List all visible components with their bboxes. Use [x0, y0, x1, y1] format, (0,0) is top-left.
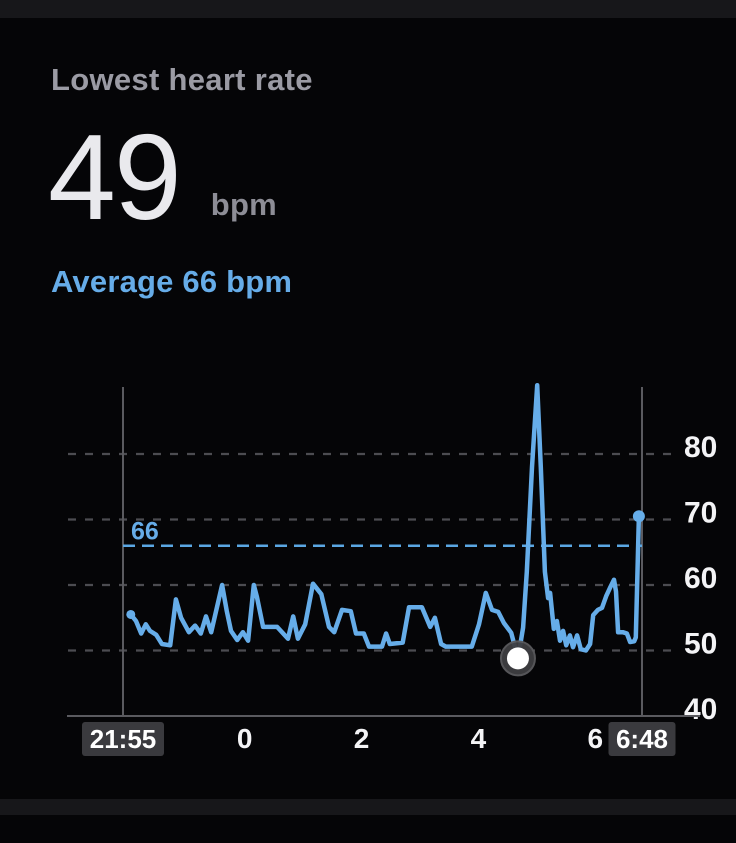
x-tick-label-4: 4	[471, 723, 487, 754]
y-tick-label-40: 40	[684, 693, 717, 726]
start-time-chip: 21:55	[82, 722, 164, 756]
time-chip-bg	[608, 722, 676, 756]
lowest-point-core	[506, 647, 529, 670]
time-chip-bg	[82, 722, 164, 756]
page-title: Lowest heart rate	[51, 62, 313, 97]
y-tick-label-70: 70	[684, 497, 717, 530]
time-chip-label: 21:55	[90, 724, 157, 754]
heart-rate-line	[128, 382, 642, 661]
top-card-edge	[0, 0, 736, 18]
time-chip-label: 6:48	[616, 724, 668, 754]
average-line-label: 66	[131, 518, 159, 546]
lowest-value-unit: bpm	[210, 187, 278, 223]
x-tick-label-0: 0	[237, 723, 253, 754]
y-tick-label-50: 50	[684, 628, 717, 661]
y-tick-label-80: 80	[684, 431, 717, 464]
bottom-card-edge	[0, 799, 736, 815]
x-tick-label-2: 2	[354, 723, 370, 754]
lowest-point-marker[interactable]	[499, 640, 536, 677]
y-tick-label-60: 60	[684, 562, 717, 595]
x-tick-label-6: 6	[588, 723, 604, 754]
end-time-chip: 6:48	[608, 722, 676, 756]
lowest-value: 49	[48, 109, 182, 245]
average-text: Average 66 bpm	[51, 264, 293, 299]
lowest-value-row: 49 bpm	[48, 109, 278, 245]
end-point-dot	[632, 510, 645, 523]
start-point-dot	[126, 609, 136, 619]
